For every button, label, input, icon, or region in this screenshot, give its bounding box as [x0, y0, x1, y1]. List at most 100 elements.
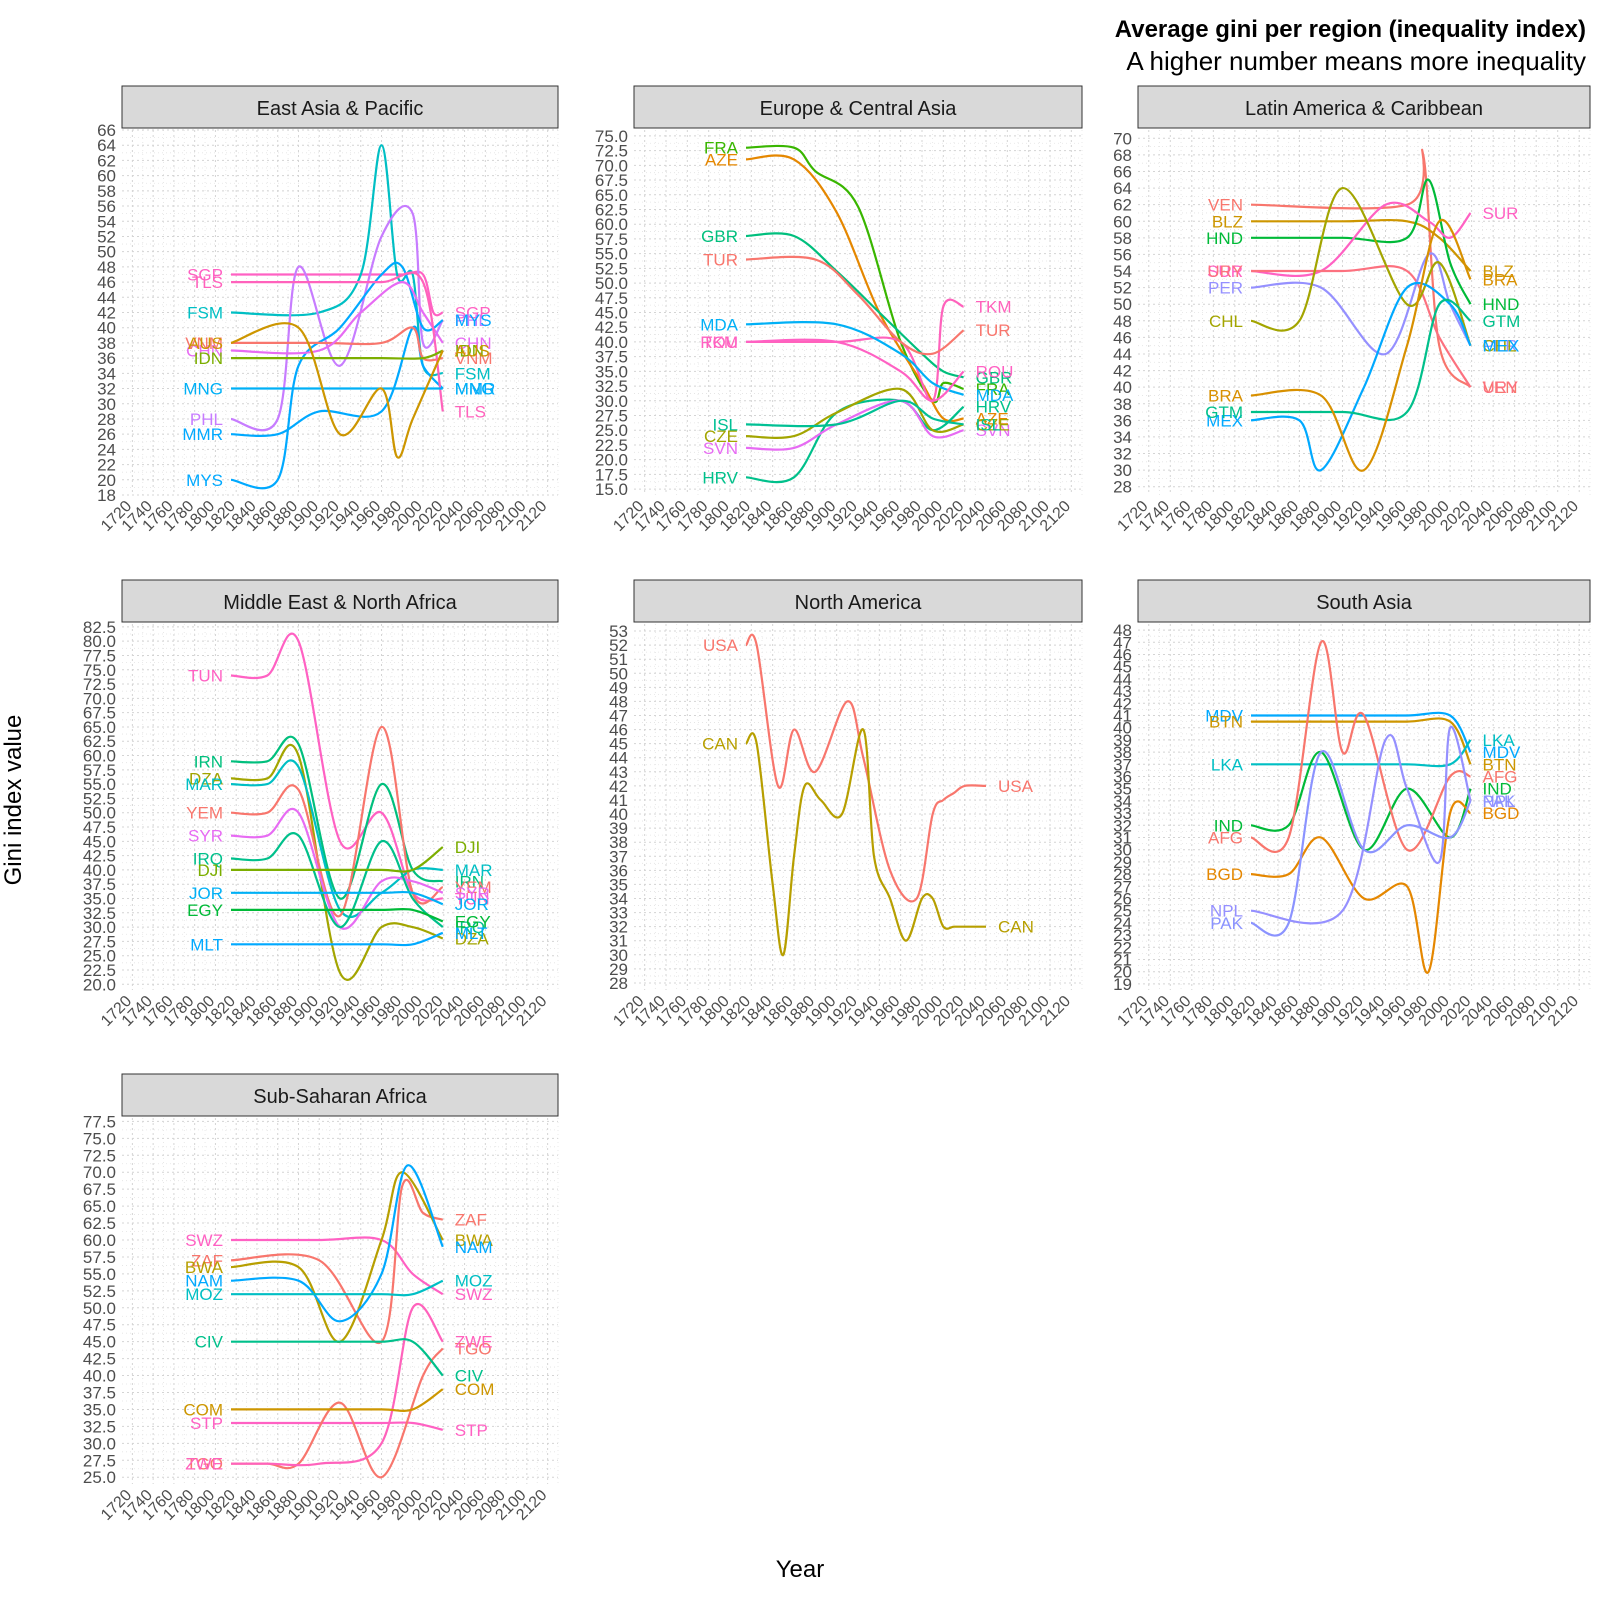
series-label-start: NAM — [185, 1272, 223, 1291]
series-line — [231, 846, 444, 873]
y-tick-label: 42.5 — [595, 318, 628, 337]
series-label-start: COM — [183, 1400, 223, 1419]
series-label-end: SVN — [976, 421, 1011, 440]
facet-panel: South Asia 192021222324252627282930313233… — [1113, 579, 1591, 1030]
y-tick-label: 72.5 — [595, 142, 628, 161]
series-label-start: CIV — [195, 1333, 224, 1352]
facet-strip — [1137, 579, 1591, 623]
y-tick-label: 33 — [1113, 804, 1132, 823]
y-tick-label: 64 — [97, 136, 116, 155]
series-label-end: BTN — [1483, 755, 1517, 774]
series-label-start: SVN — [703, 439, 738, 458]
y-tick-label: 52.5 — [83, 789, 116, 808]
series-line — [745, 399, 964, 428]
y-tick-label: 37 — [1113, 755, 1132, 774]
y-tick-label: 57.5 — [83, 1248, 116, 1267]
y-tick-label: 75.0 — [83, 1129, 116, 1148]
y-tick-label: 58 — [1113, 229, 1132, 248]
series-label-end: DZA — [455, 930, 490, 949]
series-label-start: BLZ — [1212, 212, 1243, 231]
y-tick-label: 22.5 — [595, 436, 628, 455]
y-tick-label: 36 — [1113, 768, 1132, 787]
series-label-end: MLT — [455, 924, 488, 943]
series-label-end: TGO — [455, 1339, 492, 1358]
y-tick-label: 20 — [1113, 963, 1132, 982]
series-label-start: ZAF — [191, 1251, 223, 1270]
series-line — [744, 728, 986, 957]
series-label-end: STP — [455, 1421, 488, 1440]
chart-subtitle: A higher number means more inequality — [1126, 46, 1586, 76]
y-tick-label: 66 — [97, 121, 116, 140]
y-tick-label: 70.0 — [83, 689, 116, 708]
series-label-start: CAN — [702, 735, 738, 754]
y-tick-label: 32 — [97, 380, 116, 399]
y-tick-label: 20.0 — [83, 975, 116, 994]
series-line — [1251, 739, 1472, 768]
series-label-start: AZE — [705, 150, 738, 169]
series-label-end: FRA — [976, 380, 1011, 399]
series-label-start: VNM — [185, 334, 223, 353]
series-label-start: MDV — [1205, 707, 1243, 726]
y-tick-label: 56 — [97, 197, 116, 216]
y-tick-label: 53 — [609, 622, 628, 641]
series-label-start: STP — [190, 1414, 223, 1433]
y-tick-label: 35 — [1113, 780, 1132, 799]
y-tick-label: 42 — [1113, 362, 1132, 381]
series-label-start: TKM — [702, 333, 738, 352]
chart-title: Average gini per region (inequality inde… — [1114, 16, 1586, 43]
y-tick-label: 24 — [1113, 914, 1132, 933]
y-tick-label: 64 — [1113, 179, 1132, 198]
y-tick-label: 27.5 — [83, 932, 116, 951]
y-tick-label: 43 — [609, 763, 628, 782]
y-tick-label: 29 — [1113, 853, 1132, 872]
series-label-start: EGY — [187, 901, 223, 920]
series-line — [230, 807, 444, 930]
y-tick-label: 42 — [97, 304, 116, 323]
y-axis-label: Gini index value — [0, 714, 27, 886]
series-label-start: VEN — [1208, 196, 1243, 215]
y-tick-label: 25.0 — [595, 421, 628, 440]
series-label-end: GBR — [976, 368, 1013, 387]
y-tick-label: 62.5 — [83, 1214, 116, 1233]
y-tick-label: 77.5 — [83, 1112, 116, 1131]
y-tick-label: 68 — [1113, 146, 1132, 165]
y-tick-label: 45 — [1113, 658, 1132, 677]
series-label-start: IRQ — [193, 849, 223, 868]
y-tick-label: 60 — [1113, 212, 1132, 231]
y-tick-label: 20 — [97, 471, 116, 490]
series-label-start: MDA — [700, 315, 738, 334]
y-tick-label: 30 — [97, 395, 116, 414]
series-line — [745, 398, 965, 484]
series-line — [1251, 298, 1472, 422]
facet-strip — [121, 85, 559, 129]
y-tick-label: 22 — [97, 456, 116, 475]
y-tick-label: 47 — [609, 707, 628, 726]
series-label-end: SUR — [1483, 204, 1519, 223]
y-tick-label: 52.5 — [83, 1282, 116, 1301]
series-label-end: ZWE — [455, 1333, 493, 1352]
series-label-end: CHL — [1483, 337, 1517, 356]
series-line — [230, 322, 444, 459]
series-line — [230, 281, 444, 355]
y-tick-label: 50.0 — [83, 1299, 116, 1318]
y-tick-label: 44 — [97, 288, 116, 307]
y-tick-label: 30.0 — [595, 392, 628, 411]
y-tick-label: 35.0 — [83, 890, 116, 909]
y-tick-label: 17.5 — [595, 465, 628, 484]
series-line — [1250, 218, 1472, 472]
y-tick-label: 44 — [1113, 670, 1132, 689]
y-tick-label: 32 — [1113, 816, 1132, 835]
series-line — [230, 325, 444, 437]
series-label-start: TUR — [703, 251, 738, 270]
y-tick-label: 44 — [1113, 345, 1132, 364]
y-tick-label: 49 — [609, 678, 628, 697]
y-tick-label: 29 — [609, 960, 628, 979]
series-line — [1250, 187, 1472, 347]
series-label-end: ROU — [976, 362, 1014, 381]
series-label-end: FSM — [455, 364, 491, 383]
y-tick-label: 67.5 — [595, 171, 628, 190]
series-line — [231, 890, 444, 906]
series-line — [230, 735, 444, 900]
series-line — [1250, 218, 1472, 272]
